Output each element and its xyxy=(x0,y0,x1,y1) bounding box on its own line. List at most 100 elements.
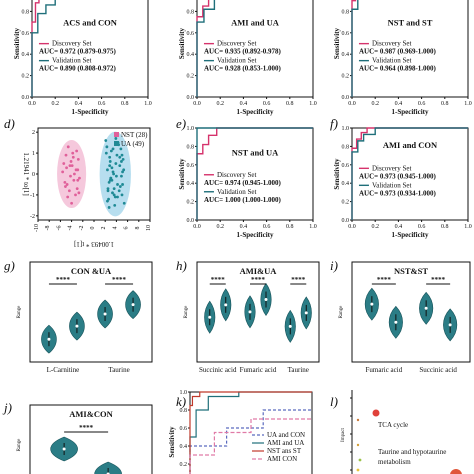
y-tick-label: 0.0 xyxy=(187,95,195,101)
x-tick-label: 1.0 xyxy=(464,224,472,230)
data-point-ua xyxy=(113,203,117,207)
data-point-ua xyxy=(114,162,118,165)
y-tick-label: 0.8 xyxy=(180,408,188,414)
violin-median xyxy=(288,324,292,328)
panel-e: 0.0 0.2 0.4 0.6 0.8 1.0 0.0 0.2 0.4 0.6 0.8 1.0 NST … xyxy=(178,126,317,239)
data-point-nst xyxy=(71,155,75,159)
data-point-nst xyxy=(69,174,72,178)
y-tick-label: 0.0 xyxy=(187,218,195,224)
y-tick-label: 0.6 xyxy=(22,31,30,37)
x-tick-label: 0.0 xyxy=(193,224,201,230)
legend-swatch xyxy=(114,132,119,137)
violin-median xyxy=(75,324,79,328)
y-tick-label: 0.8 xyxy=(342,9,350,15)
data-point-ua xyxy=(107,180,111,184)
data-point-ua xyxy=(106,168,109,172)
data-point-ua xyxy=(106,199,109,203)
significance-stars: **** xyxy=(56,276,71,284)
data-point-ua xyxy=(112,187,116,191)
legend-label: AMI and UA xyxy=(267,439,304,447)
chart-title: NST and ST xyxy=(388,17,433,27)
category-label: Fumaric acid xyxy=(365,366,402,374)
data-point-nst xyxy=(64,185,67,188)
y-tick-label: 0.4 xyxy=(22,52,30,58)
x-tick-label: 1.0 xyxy=(464,101,472,107)
y-tick-label: 0.6 xyxy=(187,163,195,169)
panel-f: 0.0 0.2 0.4 0.6 0.8 1.0 0.0 0.2 0.4 0.6 0.8 1.0 AMI … xyxy=(333,126,472,239)
legend-label: NST ans ST xyxy=(267,447,302,455)
pathway-point xyxy=(356,443,360,447)
data-point-ua xyxy=(108,164,112,168)
x-tick-label: 0.8 xyxy=(441,101,449,107)
x-tick-label: 0.8 xyxy=(286,101,294,107)
y-axis-label: Impact xyxy=(341,427,346,441)
significance-stars: **** xyxy=(251,276,266,284)
significance-stars: **** xyxy=(291,276,306,284)
legend-auc: AUC= 0.964 (0.898-1.000) xyxy=(359,65,437,73)
data-point-ua xyxy=(120,193,124,197)
x-tick-label: 0.4 xyxy=(240,224,248,230)
x-tick-label: 0.6 xyxy=(98,101,106,107)
data-point-ua xyxy=(113,195,117,199)
roc-curve xyxy=(189,391,312,474)
x-tick-label: 0.4 xyxy=(240,101,248,107)
panel-letter: e) xyxy=(176,116,186,131)
legend-auc: AUC= 1.000 (1.000-1.000) xyxy=(204,196,282,204)
panel-letter: k) xyxy=(176,394,186,409)
data-point-ua xyxy=(111,191,114,195)
legend-label: Discovery Set xyxy=(52,40,92,48)
legend-auc: AUC= 0.928 (0.853-1.000) xyxy=(204,65,282,73)
x-tick-label: 0.4 xyxy=(75,101,83,107)
data-point-ua xyxy=(106,189,110,193)
x-tick-label: 0.0 xyxy=(193,101,201,107)
data-point-nst xyxy=(61,170,65,174)
panel-i: NST&ST Range **** **** Fumaric acid Succinic … xyxy=(339,261,471,374)
pathway-point xyxy=(356,418,360,422)
y-tick-label: 0.4 xyxy=(342,181,350,187)
roc-curve-discovery-set xyxy=(351,127,468,220)
data-point-nst xyxy=(71,151,75,155)
y-axis-label: Range xyxy=(339,305,344,319)
data-point-ua xyxy=(122,201,126,205)
y-tick-label: 0.6 xyxy=(180,426,188,432)
data-point-ua xyxy=(116,183,119,186)
roc-curve-discovery-set xyxy=(31,0,40,97)
violin-median xyxy=(208,315,212,319)
y-tick-label: 0.0 xyxy=(22,95,30,101)
y-tick-label: 1 xyxy=(32,151,35,157)
axes-frame xyxy=(29,261,153,363)
x-tick-label: 0.6 xyxy=(418,224,426,230)
panel-letter: g) xyxy=(4,258,15,273)
category-label: Fumaric acid xyxy=(240,366,277,374)
x-tick-label: 10 xyxy=(146,225,152,231)
data-point-ua xyxy=(118,185,122,188)
data-point-ua xyxy=(116,195,119,199)
data-point-nst xyxy=(69,160,73,163)
y-tick-label: 0.6 xyxy=(342,31,350,37)
y-tick-label: 0.4 xyxy=(180,444,188,450)
chart-title: ACS and CON xyxy=(63,17,118,27)
data-point-nst xyxy=(67,189,71,193)
x-tick-label: -2 xyxy=(79,226,85,231)
data-point-nst xyxy=(78,176,81,180)
chart-title: NST&ST xyxy=(394,266,428,276)
y-tick-label: 0.4 xyxy=(187,181,195,187)
y-tick-label: 1.0 xyxy=(187,126,195,132)
legend-label: Validation Set xyxy=(372,57,412,65)
significance-stars: **** xyxy=(377,276,392,284)
x-tick-label: 0.4 xyxy=(395,101,403,107)
panel-c: 0.00.20.40.60.81.00.00.20.40.60.81.0NST … xyxy=(333,0,472,116)
pathway-label-tca: TCA cycle xyxy=(378,421,408,429)
data-point-nst xyxy=(76,157,80,161)
x-tick-label: 0.0 xyxy=(348,224,356,230)
data-point-nst xyxy=(77,191,81,195)
panel-letter: j) xyxy=(2,400,12,415)
legend-label: AMI CON xyxy=(267,455,297,463)
y-tick-label: 0.6 xyxy=(342,163,350,169)
x-tick-label: -6 xyxy=(56,226,62,231)
x-tick-label: 0.2 xyxy=(371,101,379,107)
data-point-ua xyxy=(115,153,119,157)
y-axis-label: Sensitivity xyxy=(13,27,21,59)
data-point-ua xyxy=(107,197,110,201)
